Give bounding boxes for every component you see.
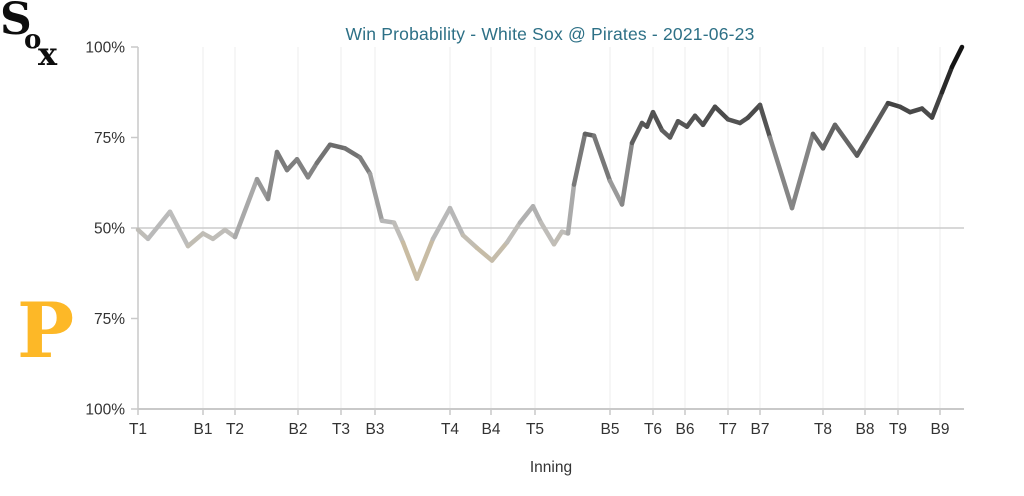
y-tick-label: 100%	[85, 40, 125, 57]
win-prob-segment	[629, 120, 645, 146]
y-tick-label: 50%	[94, 221, 125, 238]
sox-logo-letter: o	[24, 25, 41, 55]
win-probability-line	[135, 44, 965, 281]
win-prob-segment	[591, 133, 613, 184]
win-prob-segment	[810, 131, 826, 151]
x-tick-label: B1	[194, 421, 213, 438]
win-prob-segment	[619, 140, 635, 207]
win-prob-segment	[314, 142, 333, 166]
x-tick-label: B2	[289, 421, 308, 438]
x-axis-title: Inning	[529, 459, 573, 476]
win-prob-segment	[700, 104, 718, 128]
x-tick-label: T8	[814, 421, 832, 438]
x-tick-label: T6	[644, 421, 662, 438]
x-tick-label: T7	[719, 421, 737, 438]
win-prob-segment	[504, 220, 523, 245]
win-prob-segment	[357, 155, 373, 176]
win-prob-segment	[767, 135, 795, 211]
win-prob-segment	[284, 156, 300, 173]
y-tick-label: 75%	[94, 130, 125, 147]
win-prob-segment	[745, 102, 763, 120]
y-tick-label: 100%	[85, 402, 125, 419]
win-prob-segment	[650, 109, 665, 133]
win-prob-segment	[929, 90, 945, 120]
win-prob-segment	[430, 205, 453, 242]
win-prob-segment	[949, 44, 965, 70]
x-tick-label: B8	[856, 421, 875, 438]
x-tick-label: B7	[751, 421, 770, 438]
win-prob-segment	[667, 118, 681, 140]
win-prob-segment	[460, 232, 480, 251]
sox-logo-letter: S	[0, 0, 32, 45]
win-prob-segment	[551, 229, 565, 247]
win-prob-segment	[265, 149, 280, 202]
x-tick-label: T2	[226, 421, 244, 438]
win-prob-segment	[342, 146, 363, 160]
win-prob-segment	[757, 102, 773, 140]
win-prob-segment	[712, 104, 731, 122]
sox-logo-letter: x	[38, 35, 58, 73]
win-prob-segment	[400, 240, 420, 281]
chart-title: Win Probability - White Sox @ Pirates - …	[345, 24, 755, 44]
x-tick-label: B4	[482, 421, 501, 438]
x-tick-label: T1	[129, 421, 147, 438]
sox-logo-letter: S	[0, 0, 32, 45]
win-prob-segment	[210, 227, 228, 242]
win-prob-segment	[185, 231, 206, 249]
win-prob-segment	[607, 178, 625, 207]
win-prob-segment	[789, 131, 816, 211]
win-prob-segment	[232, 176, 260, 240]
x-tick-label: B6	[676, 421, 695, 438]
win-prob-segment	[367, 171, 385, 224]
win-prob-segment	[538, 220, 557, 247]
win-prob-segment	[254, 176, 271, 202]
win-prob-segment	[294, 156, 311, 180]
x-tick-label: T9	[889, 421, 907, 438]
win-prob-segment	[447, 205, 466, 238]
win-prob-segment	[939, 64, 955, 95]
sox-logo-letter: x	[38, 35, 58, 73]
x-tick-label: B9	[931, 421, 950, 438]
pirates-logo: P	[17, 286, 74, 375]
win-prob-segment	[145, 209, 173, 242]
x-tick-label: B3	[366, 421, 385, 438]
win-prob-segment	[305, 160, 320, 180]
win-prob-segment	[327, 142, 348, 151]
win-prob-segment	[489, 240, 510, 263]
win-prob-segment	[274, 149, 290, 173]
win-prob-segment	[167, 209, 191, 249]
x-tick-label: B5	[601, 421, 620, 438]
win-prob-segment	[820, 122, 838, 151]
x-tick-label: T5	[526, 421, 544, 438]
win-prob-segment	[571, 131, 588, 187]
win-prob-segment	[517, 204, 536, 225]
win-prob-segment	[854, 100, 891, 158]
x-tick-label: T4	[441, 421, 459, 438]
y-tick-label: 75%	[94, 311, 125, 328]
sox-logo-letter: o	[24, 25, 41, 55]
win-prob-segment	[391, 220, 406, 245]
win-prob-segment	[832, 122, 860, 158]
win-prob-segment	[474, 245, 495, 263]
win-prob-segment	[565, 182, 577, 236]
win-prob-segment	[530, 204, 544, 225]
x-tick-label: T3	[332, 421, 350, 438]
win-prob-segment	[414, 236, 436, 281]
